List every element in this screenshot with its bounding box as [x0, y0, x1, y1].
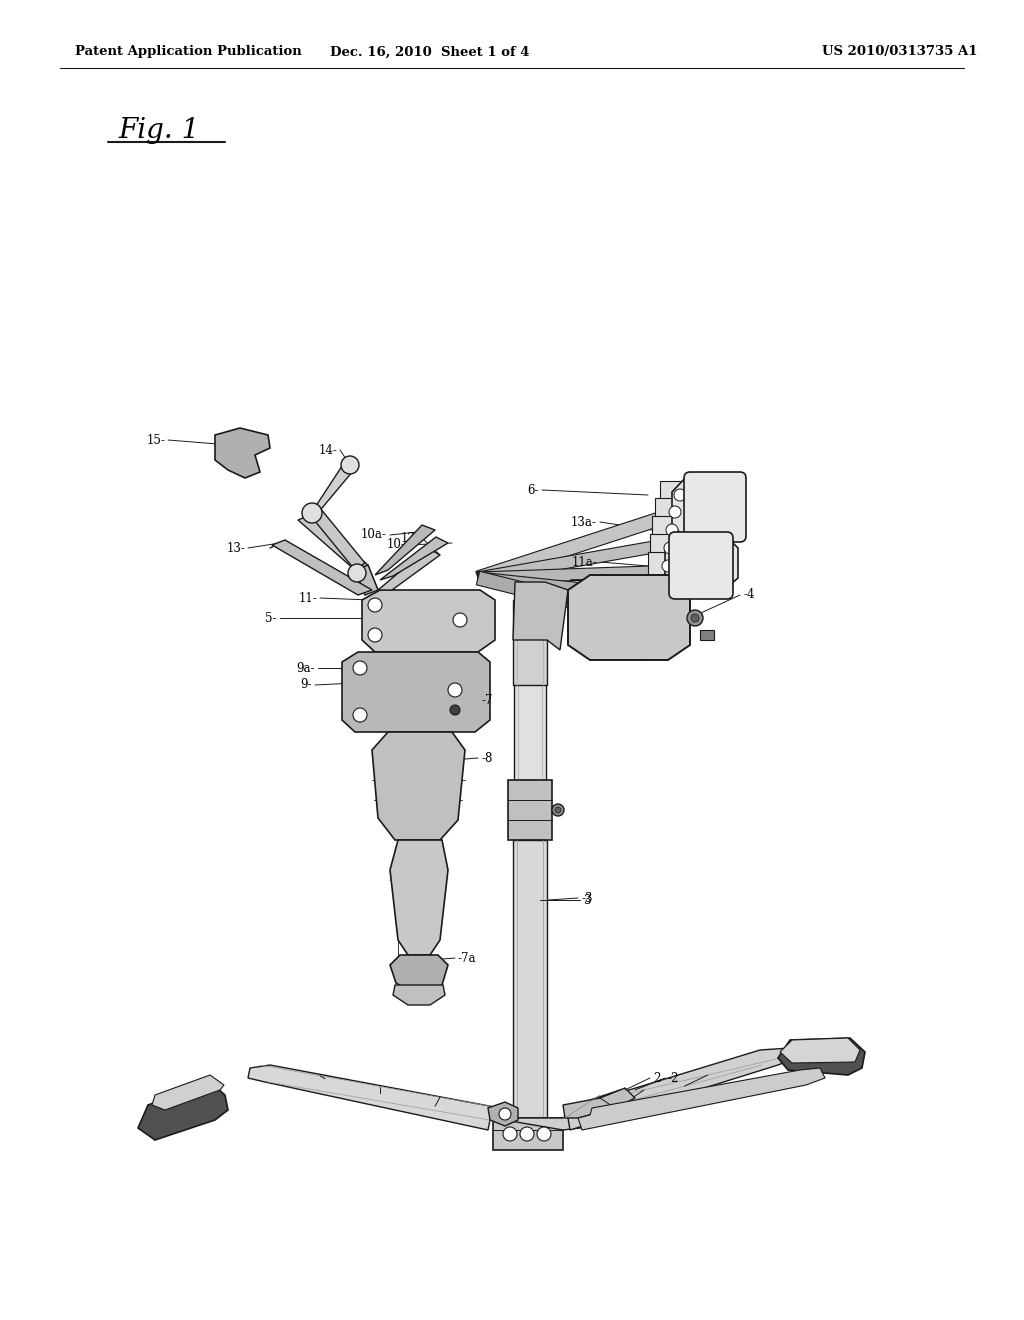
Text: -8: -8: [481, 751, 493, 764]
Polygon shape: [672, 475, 745, 540]
Polygon shape: [493, 1118, 563, 1150]
Circle shape: [664, 543, 676, 554]
Polygon shape: [652, 516, 682, 544]
Text: -3: -3: [581, 891, 593, 904]
Polygon shape: [310, 508, 365, 570]
Polygon shape: [476, 511, 666, 585]
Text: 3: 3: [583, 894, 591, 907]
Text: 9-: 9-: [300, 678, 312, 692]
Text: 1: 1: [625, 573, 633, 586]
Polygon shape: [568, 576, 690, 660]
Circle shape: [520, 1127, 534, 1140]
Circle shape: [453, 612, 467, 627]
Polygon shape: [513, 840, 547, 1119]
Polygon shape: [390, 840, 449, 954]
Text: 1: 1: [622, 573, 630, 586]
Text: Dec. 16, 2010  Sheet 1 of 4: Dec. 16, 2010 Sheet 1 of 4: [331, 45, 529, 58]
Polygon shape: [655, 498, 685, 525]
Polygon shape: [372, 733, 465, 840]
Polygon shape: [477, 572, 648, 602]
Circle shape: [687, 610, 703, 626]
Text: 2: 2: [653, 1072, 660, 1085]
Circle shape: [537, 1127, 551, 1140]
Polygon shape: [700, 630, 714, 640]
Circle shape: [503, 1127, 517, 1140]
Circle shape: [368, 628, 382, 642]
Circle shape: [353, 661, 367, 675]
Text: -4: -4: [743, 589, 755, 602]
Text: Fig. 1: Fig. 1: [118, 116, 200, 144]
Polygon shape: [248, 1065, 500, 1130]
Circle shape: [353, 708, 367, 722]
Polygon shape: [375, 525, 435, 576]
Polygon shape: [152, 1074, 224, 1110]
Text: 15-: 15-: [146, 433, 165, 446]
Polygon shape: [650, 535, 680, 562]
Polygon shape: [378, 548, 440, 590]
Text: 11a-: 11a-: [571, 556, 597, 569]
Polygon shape: [514, 680, 546, 780]
Circle shape: [450, 705, 460, 715]
Polygon shape: [380, 537, 449, 579]
Polygon shape: [513, 582, 568, 649]
Circle shape: [499, 1107, 511, 1119]
Circle shape: [555, 807, 561, 813]
Text: 10a-: 10a-: [361, 528, 387, 541]
Text: 12-: 12-: [400, 532, 419, 544]
Circle shape: [368, 598, 382, 612]
Circle shape: [662, 560, 674, 572]
Text: -7: -7: [481, 693, 493, 706]
Polygon shape: [476, 572, 640, 624]
Polygon shape: [780, 1038, 860, 1063]
Circle shape: [674, 488, 686, 502]
Text: 10-: 10-: [386, 539, 406, 552]
Polygon shape: [508, 780, 552, 840]
Text: 13-: 13-: [226, 541, 245, 554]
Text: 9a-: 9a-: [297, 661, 315, 675]
Polygon shape: [362, 590, 495, 652]
Text: -7a: -7a: [458, 952, 476, 965]
FancyBboxPatch shape: [684, 473, 746, 543]
Polygon shape: [648, 552, 678, 579]
Polygon shape: [578, 1068, 825, 1130]
Polygon shape: [310, 459, 358, 515]
Circle shape: [552, 804, 564, 816]
Text: US 2010/0313735 A1: US 2010/0313735 A1: [822, 45, 978, 58]
Polygon shape: [568, 1048, 795, 1130]
Polygon shape: [138, 1082, 228, 1140]
Polygon shape: [513, 601, 547, 685]
Polygon shape: [660, 480, 690, 510]
Polygon shape: [563, 1088, 635, 1118]
Text: 13a-: 13a-: [571, 516, 597, 528]
Polygon shape: [390, 954, 449, 990]
Polygon shape: [298, 515, 368, 570]
Polygon shape: [393, 985, 445, 1005]
Circle shape: [449, 682, 462, 697]
Text: 11-: 11-: [298, 591, 317, 605]
Text: -2: -2: [668, 1072, 679, 1085]
Circle shape: [669, 506, 681, 517]
Circle shape: [302, 503, 322, 523]
Polygon shape: [665, 535, 738, 591]
Circle shape: [341, 455, 359, 474]
Polygon shape: [342, 652, 490, 733]
Polygon shape: [477, 540, 662, 583]
Polygon shape: [215, 428, 270, 478]
Text: Patent Application Publication: Patent Application Publication: [75, 45, 302, 58]
Text: 6-: 6-: [527, 483, 539, 496]
Text: 14-: 14-: [318, 444, 337, 457]
FancyBboxPatch shape: [669, 532, 733, 599]
Circle shape: [691, 614, 699, 622]
Text: 5-: 5-: [265, 611, 278, 624]
Polygon shape: [478, 566, 656, 583]
Polygon shape: [488, 1102, 518, 1126]
Polygon shape: [272, 540, 372, 595]
Polygon shape: [493, 1090, 620, 1130]
Polygon shape: [778, 1038, 865, 1074]
Circle shape: [666, 524, 678, 536]
Polygon shape: [355, 565, 378, 595]
Circle shape: [348, 564, 366, 582]
